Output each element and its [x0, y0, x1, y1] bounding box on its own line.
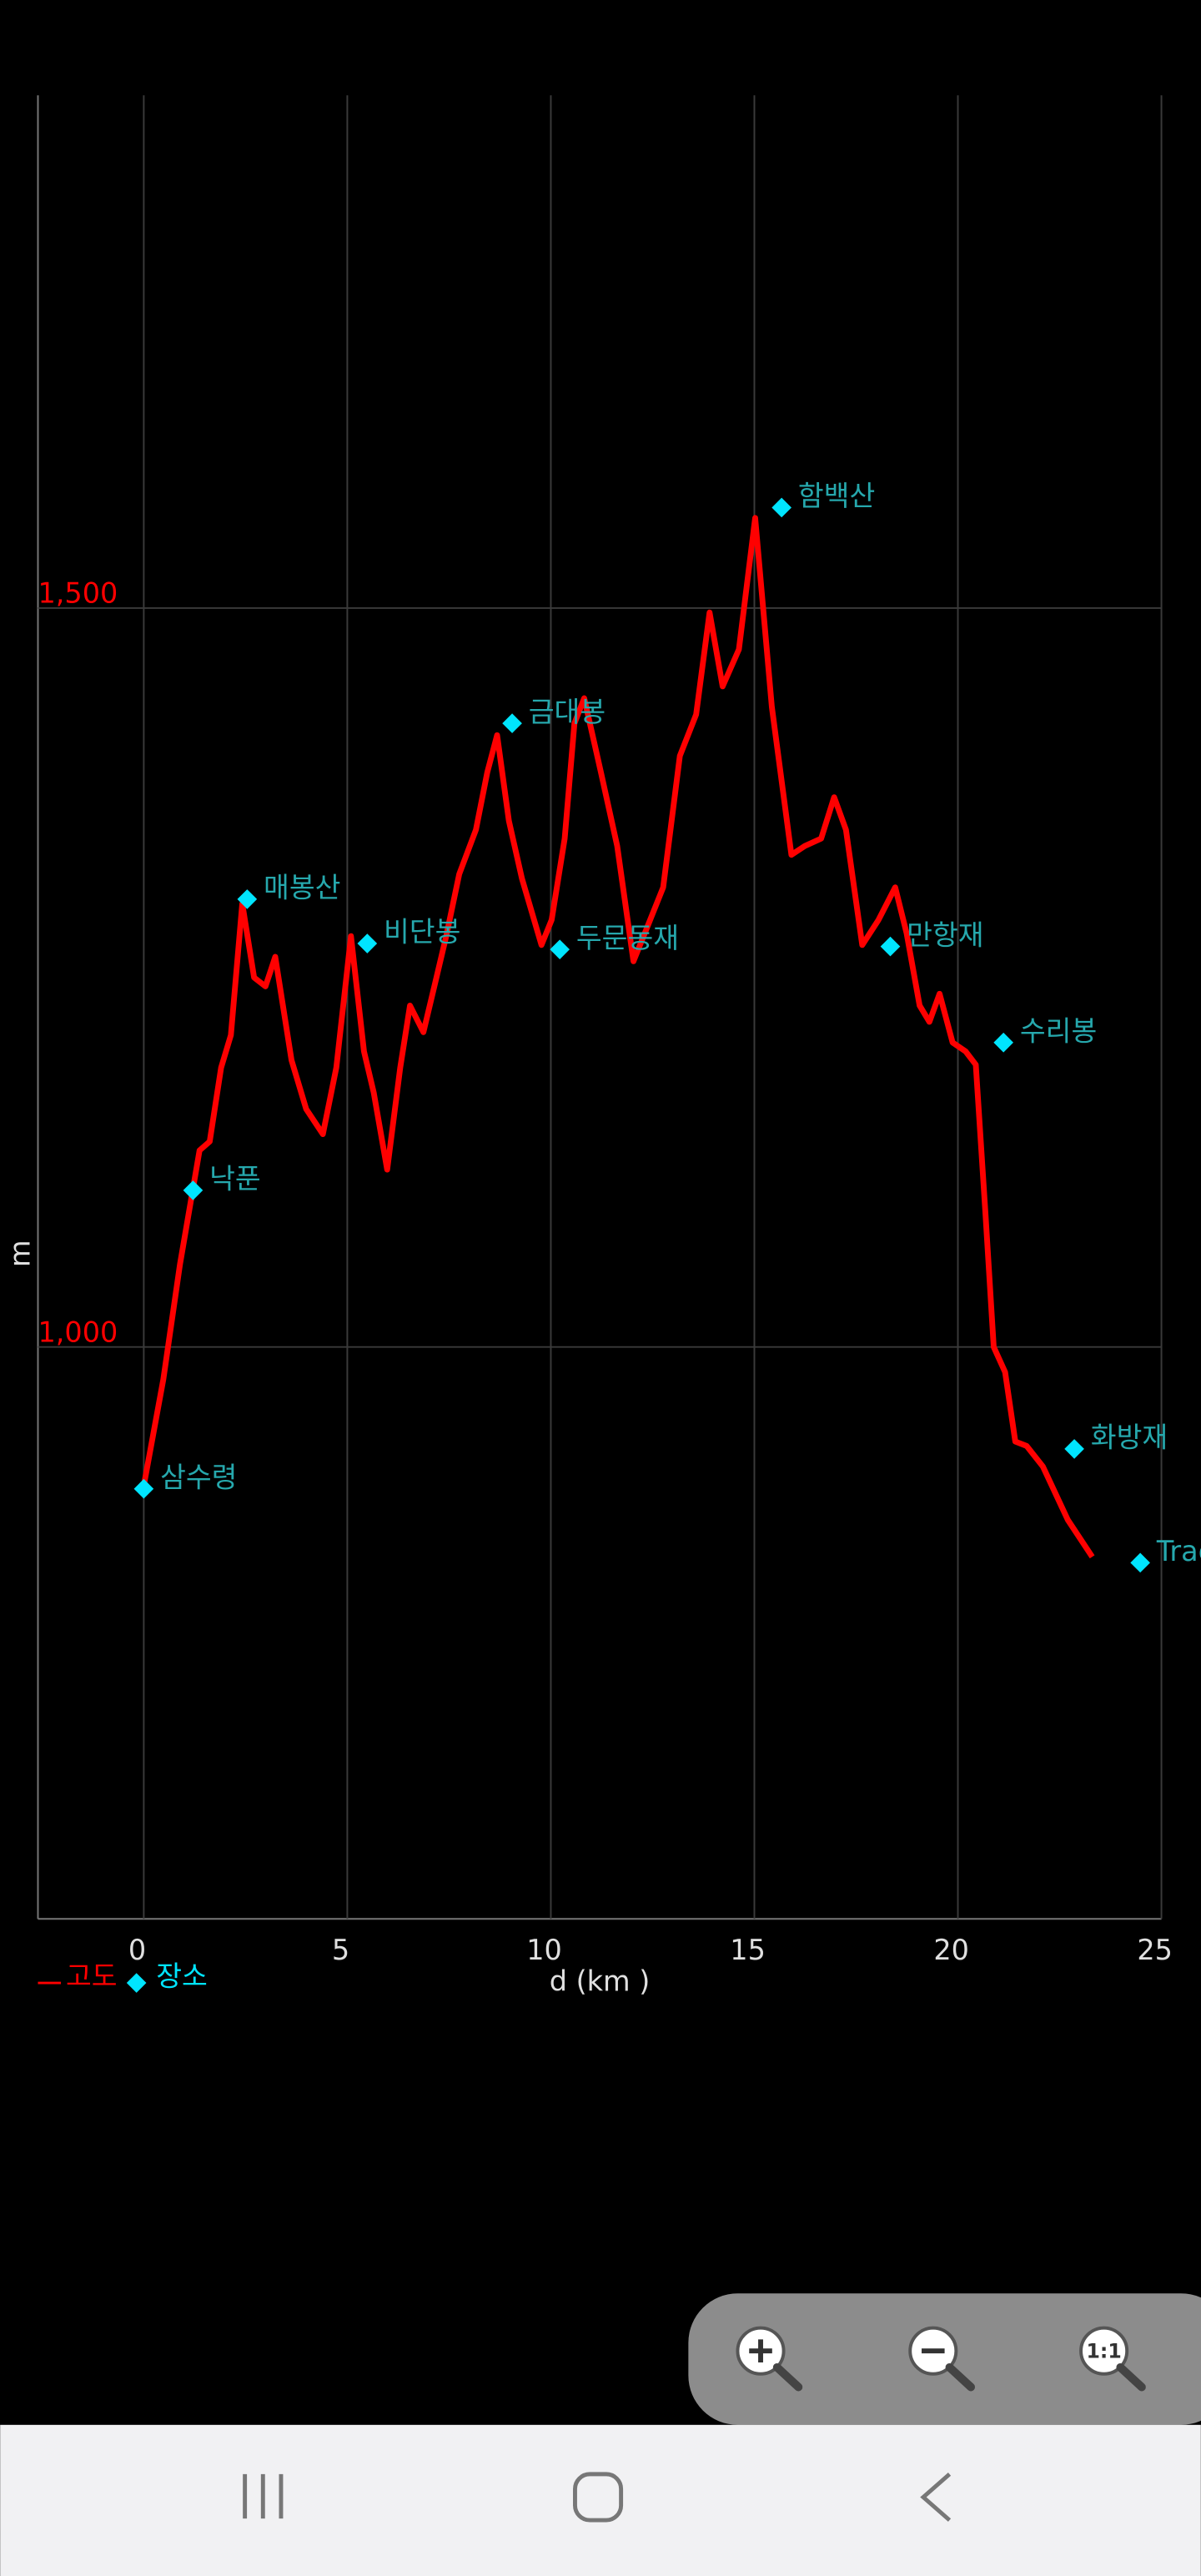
zoom-out-button[interactable] — [908, 2326, 976, 2392]
place-label: 삼수령 — [160, 1461, 237, 1493]
place-label: 화방재 — [1091, 1421, 1168, 1454]
place-label: 매봉산 — [264, 872, 340, 904]
zoom-reset-label: 1:1 — [1086, 2340, 1121, 2363]
x-tick-label: 10 — [526, 1934, 562, 1966]
x-tick-label: 0 — [128, 1934, 146, 1966]
place-marker — [357, 933, 378, 953]
x-tick-label: 25 — [1137, 1934, 1173, 1966]
y-tick-label: 1,000 — [38, 1316, 118, 1348]
x-tick-label: 20 — [933, 1934, 969, 1966]
place-label: 두문동재 — [576, 922, 679, 954]
place-label: 함백산 — [798, 480, 875, 512]
y-axis-label: m — [3, 1240, 36, 1267]
back-button[interactable] — [920, 2473, 952, 2522]
place-label: Trac — [1156, 1535, 1201, 1567]
place-label: 수리봉 — [1020, 1014, 1097, 1047]
elevation-line — [140, 515, 1095, 1559]
nav-bar — [0, 2424, 1201, 2576]
place-marker — [550, 939, 570, 959]
place-label: 금대봉 — [529, 696, 606, 728]
place-marker — [1064, 1439, 1084, 1459]
place-marker — [237, 889, 258, 909]
legend-marker — [126, 1973, 147, 1993]
y-tick-label: 1,500 — [38, 577, 118, 610]
recents-button[interactable] — [243, 2473, 284, 2519]
x-axis-label: d (km ) — [550, 1965, 651, 1998]
place-marker — [183, 1180, 204, 1200]
x-tick-label: 5 — [332, 1934, 349, 1966]
place-label: 낙푼 — [209, 1163, 261, 1195]
place-label: 비단봉 — [384, 916, 460, 948]
legend-label: 고도 — [66, 1960, 118, 1993]
zoom-reset-button[interactable]: 1:1 — [1079, 2326, 1146, 2392]
place-marker — [133, 1478, 154, 1499]
place-marker — [502, 713, 522, 733]
x-tick-label: 15 — [730, 1934, 766, 1966]
place-marker — [993, 1032, 1013, 1053]
place-marker — [880, 936, 901, 957]
home-button[interactable] — [573, 2472, 624, 2523]
zoom-in-button[interactable] — [736, 2326, 803, 2392]
place-marker — [1130, 1552, 1150, 1573]
place-label: 만항재 — [907, 918, 983, 951]
legend-label: 장소 — [156, 1960, 208, 1993]
